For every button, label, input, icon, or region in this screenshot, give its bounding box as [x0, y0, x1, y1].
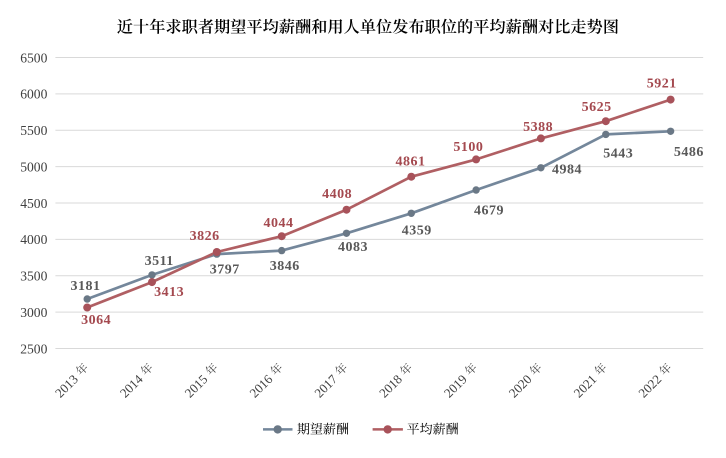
svg-text:5388: 5388	[523, 120, 553, 135]
svg-text:5921: 5921	[647, 77, 677, 92]
svg-text:5500: 5500	[20, 123, 47, 138]
svg-text:4044: 4044	[264, 216, 294, 231]
svg-text:5000: 5000	[20, 159, 47, 174]
svg-text:4083: 4083	[338, 240, 368, 255]
svg-text:3846: 3846	[270, 259, 300, 274]
svg-text:3826: 3826	[190, 229, 220, 244]
svg-text:5486: 5486	[674, 145, 704, 160]
svg-text:4984: 4984	[552, 163, 582, 178]
svg-text:4408: 4408	[322, 187, 352, 202]
svg-text:3500: 3500	[20, 269, 47, 284]
svg-text:3000: 3000	[20, 305, 47, 320]
svg-text:3797: 3797	[210, 263, 240, 278]
svg-text:4500: 4500	[20, 196, 47, 211]
svg-text:3181: 3181	[71, 279, 101, 294]
svg-text:2500: 2500	[20, 341, 47, 356]
svg-text:4359: 4359	[402, 223, 432, 238]
svg-text:5100: 5100	[453, 140, 483, 155]
svg-text:4679: 4679	[474, 204, 504, 219]
svg-text:3511: 3511	[145, 254, 174, 269]
svg-text:3413: 3413	[154, 285, 184, 300]
svg-text:4861: 4861	[396, 155, 426, 170]
svg-text:3064: 3064	[81, 313, 111, 328]
svg-text:4000: 4000	[20, 232, 47, 247]
svg-text:5443: 5443	[603, 146, 633, 161]
svg-text:6000: 6000	[20, 87, 47, 102]
svg-text:6500: 6500	[20, 50, 47, 65]
svg-text:5625: 5625	[582, 100, 612, 115]
